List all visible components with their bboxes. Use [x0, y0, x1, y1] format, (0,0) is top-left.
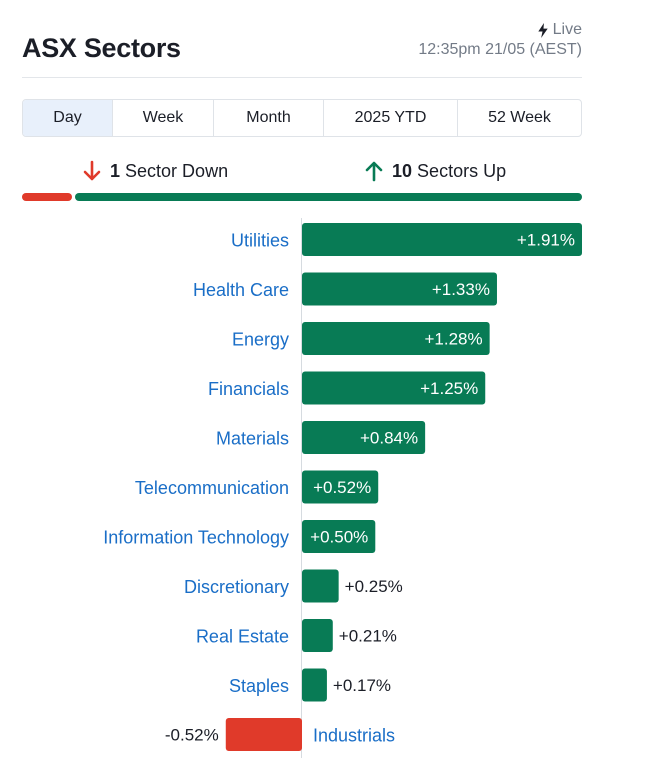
bar-information-technology: [302, 520, 376, 553]
zero-axis: [301, 218, 302, 758]
category-label[interactable]: Utilities: [231, 231, 289, 251]
arrow-up-icon: [365, 161, 383, 182]
header-divider: [22, 77, 582, 78]
tab-week[interactable]: Week: [113, 100, 214, 136]
tab-month[interactable]: Month: [214, 100, 324, 136]
period-tabs: Day Week Month 2025 YTD 52 Week: [22, 99, 582, 137]
value-label: -0.52%: [165, 726, 219, 745]
value-label: +0.21%: [339, 627, 397, 646]
value-label: +0.50%: [310, 528, 368, 547]
category-label[interactable]: Information Technology: [103, 528, 289, 548]
bar-staples: [302, 668, 327, 702]
bar-industrials: [225, 718, 302, 751]
live-label: Live: [552, 21, 582, 38]
value-label: +0.17%: [333, 676, 391, 695]
sectors-down-label: Sector Down: [125, 160, 229, 181]
value-label: +0.25%: [345, 577, 403, 596]
bar-materials: [302, 421, 426, 454]
bar-financials: [302, 371, 486, 405]
timestamp: 12:35pm 21/05 (AEST): [418, 41, 582, 58]
live-indicator: Live: [537, 21, 582, 39]
category-label[interactable]: Discretionary: [184, 577, 289, 597]
tab-52-week[interactable]: 52 Week: [488, 109, 551, 126]
bar-telecommunication: [302, 470, 379, 504]
category-label[interactable]: Real Estate: [196, 627, 289, 647]
ratio-bar-down: [22, 193, 72, 201]
bar-health-care: [302, 272, 497, 306]
category-label[interactable]: Financials: [208, 379, 289, 399]
category-label[interactable]: Staples: [229, 676, 289, 696]
category-label[interactable]: Materials: [216, 429, 289, 449]
value-label: +1.28%: [425, 330, 483, 349]
sectors-up-count: 10: [392, 160, 413, 181]
category-label[interactable]: Health Care: [193, 280, 289, 300]
category-label[interactable]: Energy: [232, 330, 289, 350]
sectors-up-label: Sectors Up: [417, 160, 507, 181]
sectors-up-summary: 10 Sectors Up: [364, 160, 506, 182]
category-label[interactable]: Telecommunication: [135, 478, 289, 498]
bar-discretionary: [302, 569, 339, 603]
value-label: +0.52%: [313, 478, 371, 497]
tab-2025-ytd[interactable]: 2025 YTD: [324, 100, 458, 136]
bar-utilities: [302, 223, 582, 256]
bar-energy: [302, 322, 490, 355]
lightning-icon: [537, 22, 548, 38]
value-label: +1.25%: [420, 379, 478, 398]
tab-day[interactable]: Day: [23, 100, 113, 136]
bar-real-estate: [302, 619, 333, 652]
value-label: +1.91%: [517, 231, 575, 250]
arrow-down-icon: [83, 160, 101, 181]
sectors-down-summary: 1 Sector Down: [82, 160, 228, 182]
value-label: +1.33%: [432, 280, 490, 299]
ratio-bar-up: [75, 193, 582, 201]
category-label[interactable]: Industrials: [313, 726, 395, 746]
value-label: +0.84%: [360, 429, 418, 448]
page-title: ASX Sectors: [22, 33, 181, 63]
sectors-down-count: 1: [110, 160, 121, 181]
